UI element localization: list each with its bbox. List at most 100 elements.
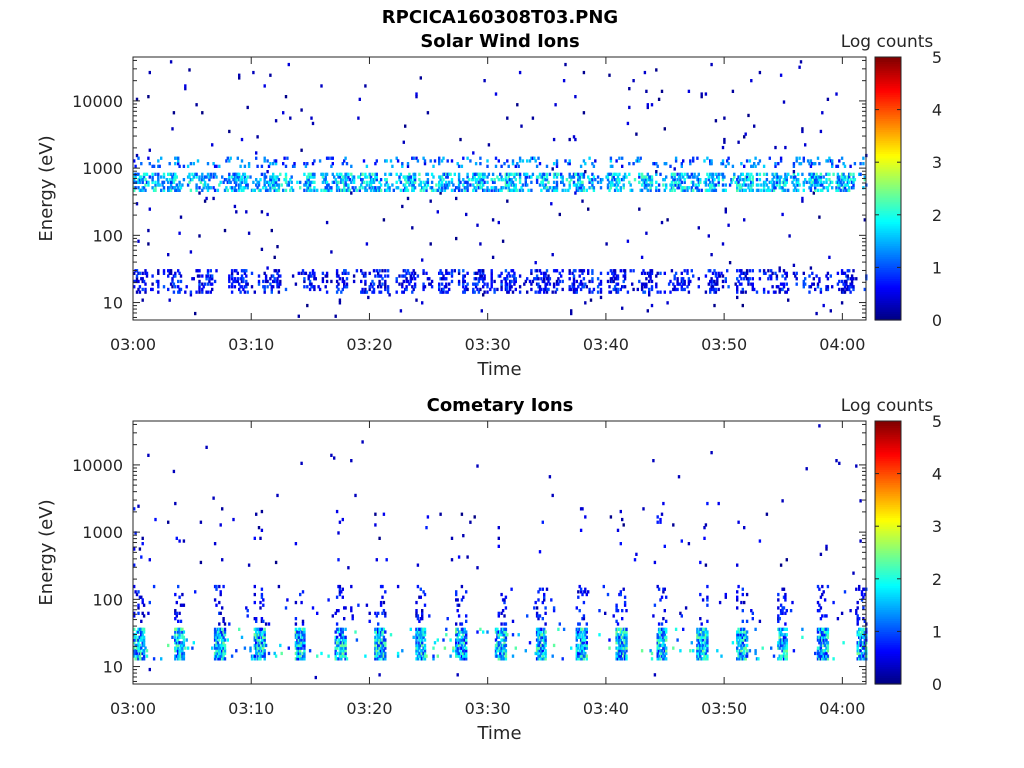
y-tick-label: 100 [92, 590, 123, 609]
colorbar-segment [875, 289, 901, 293]
colorbar-segment [875, 524, 901, 527]
colorbar-segment [875, 107, 901, 111]
x-tick-label: 03:00 [110, 699, 156, 718]
colorbar-segment [875, 460, 901, 464]
colorbar-segment [875, 616, 901, 619]
colorbar-segment [875, 61, 901, 65]
colorbar-segment [875, 640, 901, 643]
colorbar-tick-label: 2 [932, 570, 942, 589]
colorbar-segment [875, 142, 901, 146]
colorbar-segment [875, 451, 901, 455]
colorbar-segment [875, 197, 901, 201]
colorbar-segment [875, 173, 901, 176]
colorbar-segment [875, 526, 901, 529]
colorbar-segment [875, 219, 901, 222]
colorbar-segment [875, 442, 901, 446]
colorbar-tick-label: 0 [932, 311, 942, 330]
colorbar-segment [875, 537, 901, 540]
colorbar-segment [875, 120, 901, 124]
colorbar-segment [875, 144, 901, 148]
colorbar-segment [875, 548, 901, 551]
colorbar-segment [875, 273, 901, 277]
colorbar-segment [875, 458, 901, 462]
colorbar-segment [875, 133, 901, 137]
colorbar-segment [875, 655, 901, 659]
colorbar-segment [875, 113, 901, 117]
colorbar-segment [875, 515, 901, 519]
colorbar-segment [875, 447, 901, 451]
colorbar-segment [875, 497, 901, 501]
colorbar-segment [875, 241, 901, 244]
colorbar-segment [875, 635, 901, 639]
colorbar-segment [875, 550, 901, 554]
colorbar-segment [875, 475, 901, 479]
colorbar-segment [875, 609, 901, 613]
colorbar-segment [875, 554, 901, 558]
colorbar-segment [875, 87, 901, 91]
colorbar-segment [875, 186, 901, 190]
x-tick-label: 04:00 [819, 699, 865, 718]
x-tick-label: 03:50 [701, 699, 747, 718]
colorbar-segment [875, 89, 901, 93]
colorbar-segment [875, 539, 901, 543]
colorbar-tick-label: 3 [932, 517, 942, 536]
x-axis: 03:00 03:10 03:20 03:30 03:40 03:50 04:00 Time [110, 57, 865, 380]
colorbar-segment [875, 589, 901, 593]
colorbar-segment [875, 585, 901, 589]
colorbar-segment [875, 631, 901, 635]
x-tick-label: 03:20 [346, 335, 392, 354]
colorbar-segment [875, 304, 901, 308]
colorbar-segment [875, 59, 901, 62]
colorbar-segment [875, 519, 901, 523]
colorbar-segment [875, 236, 901, 240]
colorbar-segment [875, 596, 901, 600]
colorbar-segment [875, 543, 901, 547]
colorbar-segment [875, 651, 901, 654]
colorbar-segment [875, 613, 901, 617]
y-tick-label: 10 [103, 294, 123, 313]
colorbar-frame [874, 56, 902, 321]
colorbar-segment [875, 291, 901, 295]
y-tick-label: 1000 [82, 159, 123, 178]
colorbar-segment [875, 440, 901, 444]
colorbar-segment [875, 225, 901, 229]
colorbar-tick-label: 1 [932, 258, 942, 277]
colorbar-segment [875, 583, 901, 586]
colorbar-segment [875, 118, 901, 122]
colorbar-segment [875, 438, 901, 442]
colorbar-segment [875, 223, 901, 227]
heatmap-cells [133, 60, 868, 318]
colorbar-segment [875, 247, 901, 251]
colorbar-segment [875, 254, 901, 258]
colorbar-segment [875, 681, 901, 685]
colorbar-segment [875, 78, 901, 82]
colorbar-tick-label: 2 [932, 206, 942, 225]
colorbar-segment [875, 216, 901, 220]
colorbar-segment [875, 249, 901, 253]
colorbar-segment [875, 434, 901, 437]
colorbar-segment [875, 170, 901, 174]
colorbar-segment [875, 243, 901, 247]
x-tick-label: 03:30 [465, 335, 511, 354]
colorbar-segment [875, 502, 901, 505]
colorbar-segment [875, 168, 901, 172]
colorbar-label: Log counts [841, 32, 934, 52]
colorbar-segment [875, 627, 901, 630]
x-tick-label: 03:00 [110, 335, 156, 354]
colorbar-segment [875, 605, 901, 608]
y-axis: 10 100 1000 10000 Energy (eV) [36, 423, 866, 682]
x-tick-label: 04:00 [819, 335, 865, 354]
colorbar-segment [875, 129, 901, 133]
colorbar-tick-label: 1 [932, 622, 942, 641]
colorbar-segment [875, 81, 901, 84]
colorbar-segment [875, 57, 901, 60]
colorbar-segment [875, 98, 901, 102]
colorbar-segment [875, 620, 901, 624]
colorbar-segment [875, 517, 901, 521]
colorbar-segment [875, 552, 901, 556]
colorbar-segment [875, 306, 901, 310]
colorbar-segment [875, 271, 901, 275]
colorbar-segment [875, 70, 901, 73]
